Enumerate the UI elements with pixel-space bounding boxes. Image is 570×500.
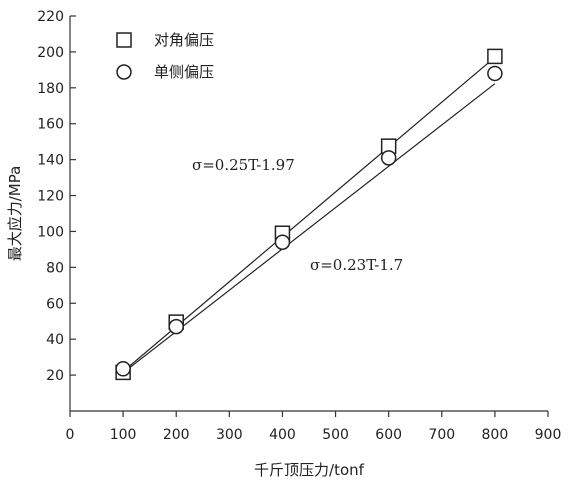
data-point-circle <box>274 234 291 250</box>
x-tick-label: 100 <box>110 427 137 443</box>
y-tick-label: 20 <box>46 368 64 384</box>
y-tick-label: 80 <box>46 260 64 276</box>
x-tick-label: 700 <box>428 427 455 443</box>
legend-label: 单侧偏压 <box>154 63 214 81</box>
x-tick-label: 800 <box>482 427 509 443</box>
y-tick-label: 180 <box>37 81 64 97</box>
y-tick-label: 200 <box>37 45 64 61</box>
y-axis-label: 最大应力/MPa <box>6 166 24 262</box>
fit-annotations: σ=0.25T-1.97 σ=0.23T-1.7 <box>192 156 403 274</box>
fit-equation-single-side: σ=0.23T-1.7 <box>310 256 403 274</box>
x-tick-label: 200 <box>163 427 190 443</box>
y-tick-label: 120 <box>37 189 64 205</box>
fit-equation-diagonal: σ=0.25T-1.97 <box>192 156 295 174</box>
axes: 0 100 200 300 400 500 600 700 800 900 20 40 60 80 100 1… <box>37 9 561 443</box>
x-tick-label: 500 <box>322 427 349 443</box>
legend-circle-icon <box>116 64 132 80</box>
y-tick-label: 220 <box>37 9 64 25</box>
data-points <box>115 48 503 381</box>
x-axis-label: 千斤顶压力/tonf <box>254 461 365 479</box>
fit-line-diagonal <box>122 56 496 372</box>
fit-line-single-side <box>122 83 496 374</box>
legend-square-icon <box>116 32 132 48</box>
data-point-circle <box>115 361 131 377</box>
x-tick-label: 400 <box>269 427 296 443</box>
y-tick-label: 140 <box>37 153 64 169</box>
data-point-circle <box>380 150 397 166</box>
y-tick-label: 160 <box>37 117 64 133</box>
legend-label: 对角偏压 <box>154 31 214 49</box>
fit-lines <box>122 56 496 374</box>
data-point-circle <box>168 318 184 335</box>
y-tick-label: 40 <box>46 332 64 348</box>
y-tick-label: 100 <box>37 224 64 240</box>
data-point-circle <box>487 65 503 82</box>
x-tick-label: 600 <box>375 427 402 443</box>
x-tick-label: 300 <box>216 427 243 443</box>
data-point-square <box>487 48 503 65</box>
x-tick-label: 0 <box>66 427 75 443</box>
x-tick-label: 900 <box>535 427 562 443</box>
y-tick-label: 60 <box>46 296 64 312</box>
